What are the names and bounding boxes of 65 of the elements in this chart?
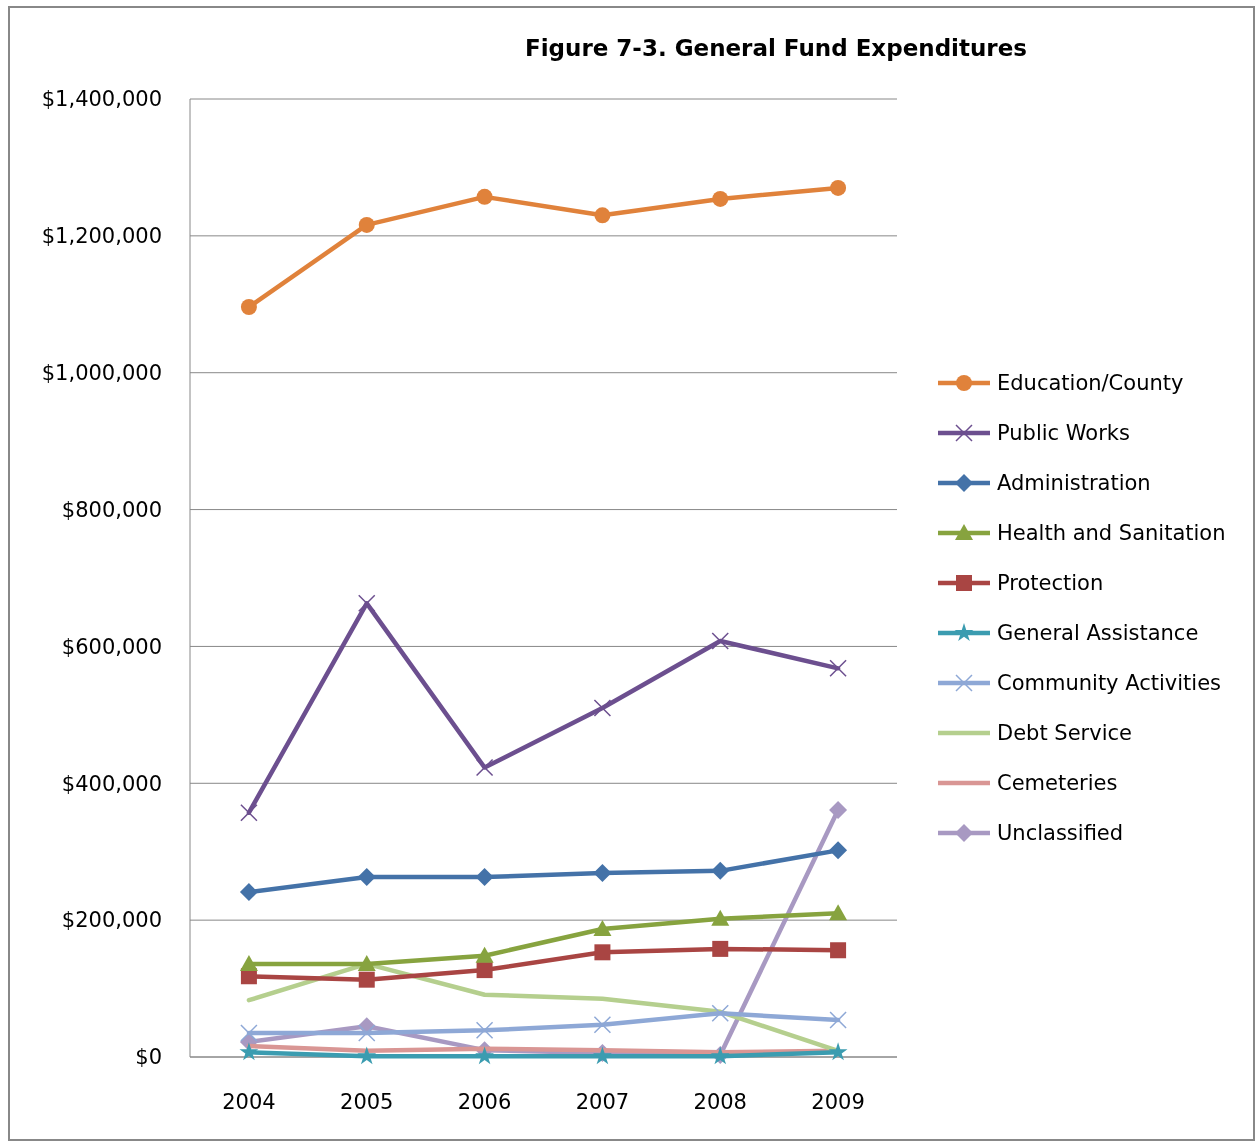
point [358, 1024, 376, 1042]
point [357, 1046, 377, 1065]
point [828, 1042, 848, 1061]
point [830, 179, 847, 196]
point [712, 190, 729, 207]
point [476, 188, 493, 205]
point [357, 868, 376, 887]
x-tick-label: 2004 [222, 1090, 276, 1114]
point [358, 216, 375, 233]
point [593, 699, 612, 717]
x-tick-label: 2007 [575, 1090, 630, 1114]
y-tick-label: $1,200,000 [41, 224, 162, 249]
y-tick-label: $400,000 [61, 771, 162, 796]
point [711, 1004, 729, 1022]
point [240, 299, 257, 316]
legend-label: Administration [997, 471, 1151, 496]
y-tick-label: $200,000 [61, 908, 162, 933]
legend-label: Community Activities [997, 671, 1222, 696]
point [594, 944, 611, 961]
legend-label: Public Works [997, 421, 1130, 446]
legend-label: Protection [997, 571, 1104, 596]
point [240, 1024, 258, 1042]
point [239, 883, 258, 902]
legend-label: General Assistance [997, 621, 1199, 646]
point [711, 632, 729, 650]
point [593, 863, 612, 882]
y-tick-label: $800,000 [61, 497, 162, 522]
legend-label: Debt Service [997, 721, 1132, 746]
point [593, 1016, 612, 1034]
point [357, 954, 376, 971]
x-tick-label: 2008 [693, 1090, 747, 1114]
point [829, 904, 848, 921]
legend-label: Education/County [997, 371, 1184, 396]
point [240, 803, 258, 822]
legend-label: Cemeteries [997, 771, 1118, 796]
point [593, 920, 612, 937]
point [711, 909, 730, 926]
point [830, 942, 847, 959]
y-tick-label: $1,000,000 [41, 361, 162, 386]
chart-title: Figure 7-3. General Fund Expenditures [524, 35, 1028, 61]
point [829, 841, 848, 860]
point [475, 1046, 494, 1065]
point [239, 1042, 259, 1061]
point [594, 207, 611, 224]
point [711, 861, 730, 880]
point [829, 1011, 847, 1029]
point [475, 868, 494, 887]
legend-label: Health and Sanitation [997, 521, 1226, 546]
x-tick-label: 2005 [340, 1090, 394, 1114]
y-tick-label: $600,000 [61, 634, 162, 659]
y-tick-label: $1,400,000 [41, 87, 162, 112]
point [358, 594, 376, 613]
point [358, 971, 375, 988]
y-tick-label: $0 [135, 1045, 162, 1070]
point [475, 758, 494, 777]
x-tick-label: 2009 [811, 1090, 865, 1114]
x-tick-label: 2006 [457, 1090, 512, 1114]
point [829, 659, 847, 678]
point [829, 800, 848, 819]
legend-label: Unclassified [997, 821, 1124, 846]
point [712, 940, 729, 957]
point [476, 962, 493, 979]
point [475, 946, 494, 963]
point [475, 1021, 494, 1040]
point [239, 954, 258, 971]
